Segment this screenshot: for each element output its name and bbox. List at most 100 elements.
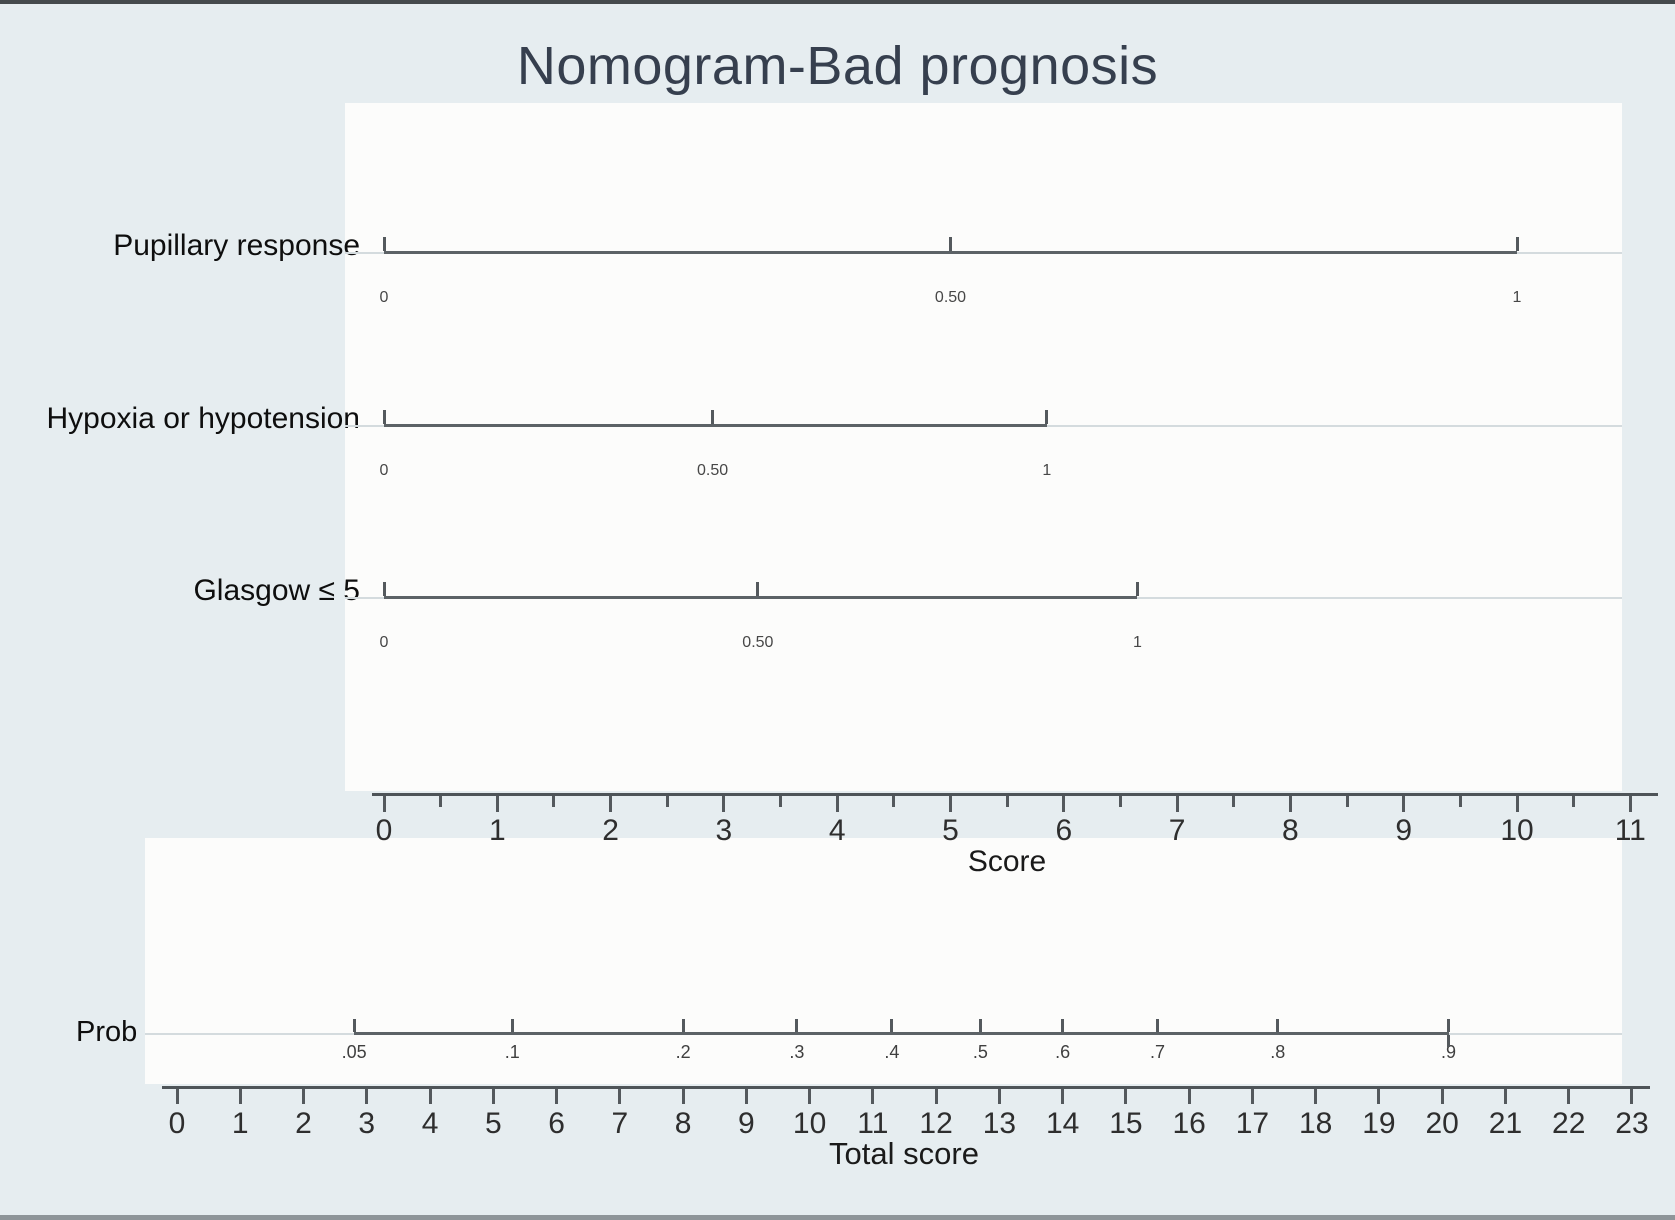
prob-tick xyxy=(795,1019,799,1032)
prob-tick-label: .5 xyxy=(972,1042,988,1062)
total-axis-tick-label: 3 xyxy=(358,1107,376,1140)
score-axis-tick-label: 7 xyxy=(1168,814,1186,847)
score-axis-tick-label: 5 xyxy=(942,814,959,847)
variable-label-hypoxia-or-hypotension: Hypoxia or hypotension xyxy=(46,402,360,435)
variable-tick-label: 0 xyxy=(379,289,389,306)
total-axis-tick-label: 9 xyxy=(737,1107,755,1140)
total-axis-tick xyxy=(618,1089,622,1104)
score-axis-tick-label: 0 xyxy=(375,814,393,847)
total-axis-tick xyxy=(1314,1089,1318,1104)
total-axis-tick xyxy=(428,1089,432,1104)
total-axis-tick-label: 15 xyxy=(1109,1107,1143,1140)
prob-tick-label: .8 xyxy=(1270,1042,1286,1062)
score-axis-tick-label: 8 xyxy=(1282,814,1299,847)
score-axis-minor-tick xyxy=(1118,796,1122,807)
variable-tick xyxy=(1515,237,1519,251)
probability-axis-label: Prob xyxy=(76,1016,138,1048)
prob-tick xyxy=(681,1019,685,1032)
variable-line xyxy=(384,424,1047,427)
prob-tick xyxy=(1447,1019,1451,1032)
total-axis-tick-label: 8 xyxy=(674,1107,692,1140)
total-axis-tick xyxy=(302,1089,306,1104)
total-axis-tick xyxy=(744,1089,748,1104)
score-axis-minor-tick xyxy=(892,796,896,807)
score-axis-minor-tick xyxy=(1232,796,1236,807)
prob-tick xyxy=(510,1019,514,1032)
total-axis-line xyxy=(162,1086,1650,1089)
lower-plot-area xyxy=(145,838,1622,1084)
total-axis-tick-label: 22 xyxy=(1552,1107,1586,1140)
variable-tick xyxy=(949,237,952,251)
total-axis-tick xyxy=(1440,1089,1444,1104)
score-axis-tick-label: 11 xyxy=(1614,814,1646,847)
total-axis-tick xyxy=(1124,1089,1128,1104)
score-axis-tick-label: 4 xyxy=(828,814,846,847)
prob-tick-label: .7 xyxy=(1150,1042,1166,1062)
total-axis-tick xyxy=(365,1089,369,1104)
prob-tick-label: .1 xyxy=(504,1042,520,1062)
score-axis-tick xyxy=(609,796,613,812)
score-axis-tick-label: 2 xyxy=(602,814,619,847)
total-axis-tick-label: 14 xyxy=(1045,1107,1080,1140)
total-axis-tick xyxy=(555,1089,559,1104)
prob-tick-label: .05 xyxy=(341,1042,367,1062)
variable-tick xyxy=(1045,410,1049,424)
total-axis-tick xyxy=(1187,1089,1191,1104)
prob-tick xyxy=(978,1019,982,1032)
score-axis-tick xyxy=(1402,796,1406,812)
total-axis-tick xyxy=(1250,1089,1254,1104)
total-axis-tick xyxy=(1061,1089,1065,1104)
variable-label-glasgow: Glasgow ≤ 5 xyxy=(193,574,360,607)
variable-label-pupillary-response: Pupillary response xyxy=(113,229,360,262)
prob-tick xyxy=(890,1019,894,1032)
score-axis-tick xyxy=(1062,796,1066,812)
variable-tick-label: 0 xyxy=(379,462,389,479)
variable-tick-label: 1 xyxy=(1132,634,1142,651)
total-axis-tick xyxy=(1503,1089,1507,1104)
total-axis-tick-label: 4 xyxy=(421,1107,439,1140)
total-axis-tick xyxy=(238,1089,242,1104)
total-axis-tick-label: 5 xyxy=(484,1107,502,1140)
total-axis-tick xyxy=(681,1089,685,1104)
score-axis-tick xyxy=(495,796,499,812)
score-axis-minor-tick xyxy=(779,796,783,807)
total-axis-tick-label: 0 xyxy=(168,1107,186,1140)
score-axis-tick-label: 6 xyxy=(1055,814,1073,847)
prob-tick-label: .9 xyxy=(1441,1042,1457,1062)
score-axis-tick xyxy=(1628,796,1632,812)
score-axis-minor-tick xyxy=(1458,796,1462,807)
score-axis-tick xyxy=(382,796,386,812)
total-axis-tick xyxy=(1567,1089,1571,1104)
total-axis-tick-label: 11 xyxy=(857,1107,889,1140)
variable-tick-label: 0.50 xyxy=(934,289,967,306)
score-axis-tick xyxy=(949,796,952,812)
total-axis-tick-label: 1 xyxy=(231,1107,249,1140)
score-axis-line xyxy=(372,793,1658,796)
prob-axis-line xyxy=(354,1032,1449,1035)
total-axis-tick xyxy=(1377,1089,1381,1104)
prob-tick xyxy=(1156,1019,1160,1032)
total-score-axis-title: Total score xyxy=(829,1136,979,1171)
variable-tick-label: 0.50 xyxy=(742,634,774,651)
variable-tick-label: 0.50 xyxy=(696,462,729,479)
prob-tick xyxy=(1061,1019,1065,1032)
upper-plot-area xyxy=(345,103,1622,791)
variable-tick xyxy=(756,582,760,596)
variable-tick xyxy=(711,410,715,424)
total-axis-tick-label: 10 xyxy=(792,1107,827,1140)
score-axis-minor-tick xyxy=(665,796,669,807)
total-axis-tick xyxy=(871,1089,875,1104)
total-axis-tick xyxy=(175,1089,179,1104)
score-axis-minor-tick xyxy=(439,796,443,807)
total-axis-tick-label: 17 xyxy=(1235,1107,1270,1140)
total-axis-tick xyxy=(934,1089,938,1104)
total-axis-tick xyxy=(491,1089,495,1104)
total-axis-tick-label: 7 xyxy=(611,1107,629,1140)
variable-tick xyxy=(1135,582,1139,596)
score-axis-tick-label: 10 xyxy=(1500,814,1534,847)
score-axis-tick xyxy=(722,796,726,812)
score-axis-tick-label: 9 xyxy=(1395,814,1413,847)
variable-line xyxy=(384,596,1138,599)
prob-axis-end-tick xyxy=(1447,1035,1451,1047)
